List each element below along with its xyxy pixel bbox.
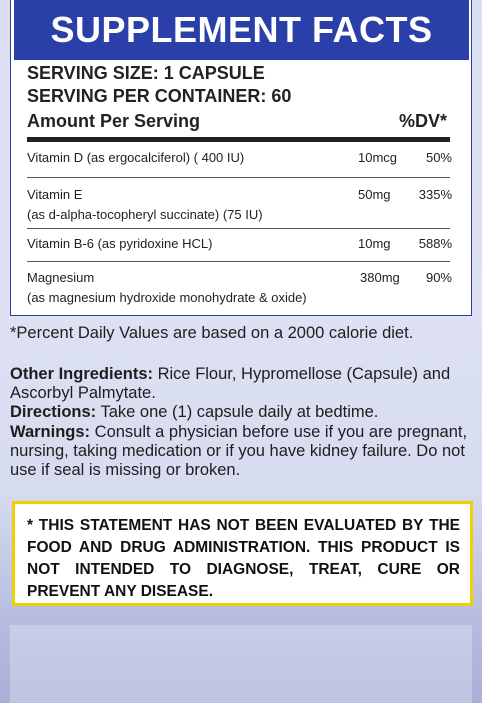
- warnings-text: Consult a physician before use if you ar…: [10, 422, 468, 480]
- row-divider: [27, 261, 450, 262]
- nutrient-name: Vitamin B-6 (as pyridoxine HCL): [27, 236, 213, 251]
- nutrient-row-vitamin-d: Vitamin D (as ergocalciferol) ( 400 IU) …: [27, 150, 452, 165]
- nutrient-detail: (as magnesium hydroxide monohydrate & ox…: [27, 290, 307, 305]
- nutrient-amount: 10mcg: [358, 150, 398, 165]
- nutrient-dv: 90%: [425, 270, 452, 285]
- serving-size: SERVING SIZE: 1 CAPSULE: [27, 63, 265, 83]
- nutrient-name: Magnesium: [27, 270, 95, 285]
- daily-value-header: %DV*: [398, 111, 447, 131]
- other-ingredients-label: Other Ingredients:: [10, 365, 154, 383]
- nutrient-dv: 50%: [425, 150, 452, 165]
- daily-value-footnote: *Percent Daily Values are based on a 200…: [10, 324, 414, 342]
- fda-disclaimer-box: * THIS STATEMENT HAS NOT BEEN EVALUATED …: [12, 501, 473, 606]
- faded-background-area: [10, 625, 472, 703]
- nutrient-amount: 10mg: [358, 236, 391, 251]
- directions: Directions: Take one (1) capsule daily a…: [10, 403, 472, 422]
- nutrient-row-vitamin-e: Vitamin E 50mg 335% (as d-alpha-tocopher…: [27, 187, 452, 222]
- nutrient-amount: 50mg: [358, 187, 391, 202]
- nutrient-amount: 380mg: [360, 270, 400, 285]
- other-ingredients: Other Ingredients: Rice Flour, Hypromell…: [10, 365, 472, 403]
- panel-title: SUPPLEMENT FACTS: [14, 0, 469, 60]
- directions-label: Directions:: [10, 403, 97, 422]
- amount-per-serving-label: Amount Per Serving: [27, 111, 201, 131]
- nutrient-detail: (as d-alpha-tocopheryl succinate) (75 IU…: [27, 207, 263, 222]
- nutrient-dv: 335%: [418, 187, 452, 202]
- amount-header-row: Amount Per Serving %DV*: [27, 111, 447, 137]
- other-ingredients-text: Rice Flour, Hypromellose (Capsule) and A…: [10, 365, 451, 403]
- servings-per-container: SERVING PER CONTAINER: 60: [27, 86, 292, 106]
- fda-disclaimer-text: * THIS STATEMENT HAS NOT BEEN EVALUATED …: [27, 517, 460, 600]
- row-divider: [27, 228, 450, 229]
- directions-text: Take one (1) capsule daily at bedtime.: [96, 403, 379, 422]
- nutrient-name: Vitamin D (as ergocalciferol) ( 400 IU): [27, 150, 245, 165]
- nutrient-row-vitamin-b6: Vitamin B-6 (as pyridoxine HCL) 10mg 588…: [27, 236, 452, 251]
- warnings-label: Warnings:: [10, 422, 91, 441]
- nutrient-name: Vitamin E: [27, 187, 83, 202]
- product-info: Other Ingredients: Rice Flour, Hypromell…: [10, 365, 472, 480]
- warnings: Warnings: Consult a physician before use…: [10, 423, 472, 481]
- nutrient-dv: 588%: [418, 236, 452, 251]
- row-divider: [27, 177, 450, 178]
- thick-divider: [27, 137, 450, 142]
- nutrient-row-magnesium: Magnesium 380mg 90% (as magnesium hydrox…: [27, 270, 452, 305]
